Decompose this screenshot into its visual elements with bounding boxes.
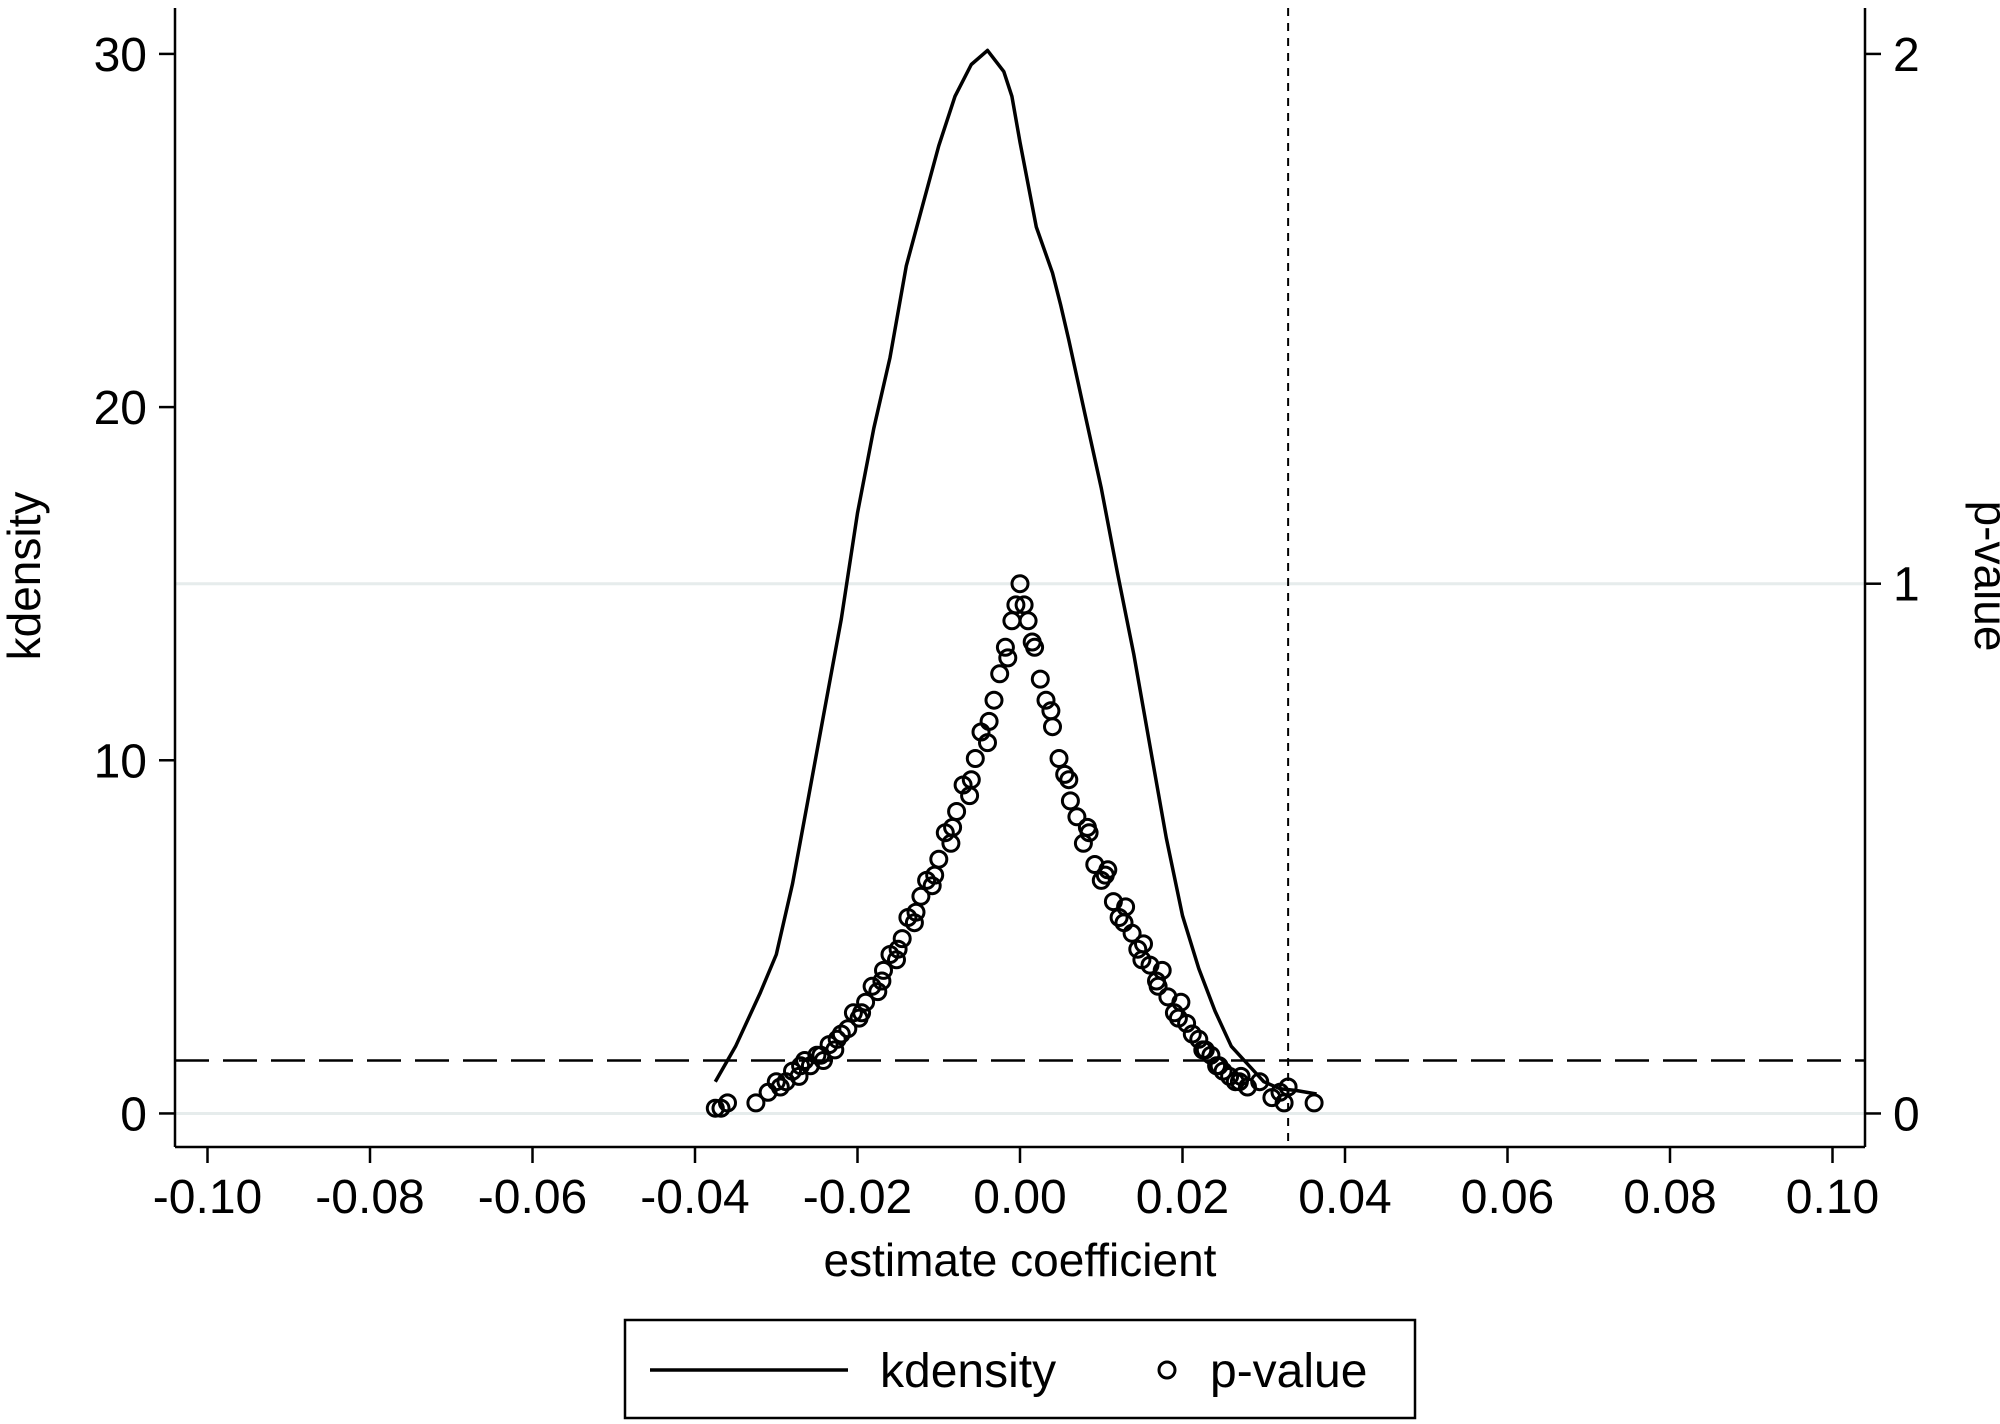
p-value-point <box>1036 690 1056 710</box>
p-value-point <box>838 1019 858 1039</box>
p-value-point <box>1059 770 1079 790</box>
p-value-point <box>984 690 1004 710</box>
p-value-point <box>718 1093 737 1113</box>
p-value-point <box>978 733 997 753</box>
x-tick-label: 0.02 <box>1136 1171 1229 1224</box>
x-tick-label: 0.10 <box>1786 1171 1879 1224</box>
legend-p-value-swatch <box>1157 1360 1177 1380</box>
p-value-point <box>922 876 942 896</box>
p-value-point <box>1132 950 1152 970</box>
p-value-point <box>1022 632 1042 652</box>
p-value-point <box>852 1003 872 1023</box>
y-left-tick-label: 10 <box>94 735 147 788</box>
p-value-point <box>1049 749 1069 768</box>
p-value-point <box>1148 976 1168 996</box>
kdensity-series <box>713 48 1317 1096</box>
p-value-point <box>746 1093 766 1113</box>
p-value-point <box>906 902 926 922</box>
p-value-point <box>827 1029 847 1049</box>
x-tick-label: -0.02 <box>803 1171 912 1224</box>
p-value-point <box>1041 701 1061 721</box>
p-value-point <box>874 960 893 980</box>
p-value-point <box>979 711 999 731</box>
p-value-point <box>1010 574 1030 594</box>
p-value-point <box>843 1003 863 1023</box>
p-value-point <box>961 770 981 790</box>
x-tick-label: 0.04 <box>1298 1171 1391 1224</box>
p-value-point <box>811 1045 831 1065</box>
p-value-point <box>789 1066 809 1086</box>
p-value-point <box>791 1056 811 1076</box>
p-value-point <box>1095 865 1115 885</box>
p-value-series <box>705 574 1324 1118</box>
p-value-point <box>892 929 912 949</box>
p-value-point <box>856 992 876 1012</box>
y-left-tick-label: 20 <box>94 382 147 435</box>
legend-p-value-label: p-value <box>1210 1345 1367 1398</box>
y-axis-right-title: p-value <box>1965 501 2000 652</box>
x-tick-label: 0.08 <box>1623 1171 1716 1224</box>
p-value-point <box>1114 913 1134 933</box>
y-left-tick-label: 30 <box>94 29 147 82</box>
p-value-point <box>1030 669 1050 689</box>
x-tick-label: 0.00 <box>973 1171 1066 1224</box>
x-axis-title: estimate coefficient <box>824 1234 1217 1286</box>
p-value-point <box>1006 595 1026 615</box>
grid-lines <box>175 582 1865 1115</box>
p-value-point <box>1220 1066 1240 1086</box>
x-tick-label: 0.06 <box>1461 1171 1554 1224</box>
p-value-point <box>904 913 924 933</box>
p-value-point <box>1168 1008 1188 1028</box>
p-value-point <box>1250 1072 1270 1092</box>
y-right-tick-label: 2 <box>1893 29 1920 82</box>
y-axis-left-title: kdensity <box>0 492 50 661</box>
p-value-point <box>1077 817 1097 837</box>
p-value-point <box>998 648 1018 668</box>
p-value-point <box>888 939 908 959</box>
legend-kdensity-label: kdensity <box>880 1345 1056 1398</box>
x-tick-label: -0.10 <box>153 1171 262 1224</box>
p-value-point <box>990 664 1010 684</box>
p-value-point <box>1209 1056 1229 1076</box>
y-right-tick-label: 1 <box>1893 559 1920 612</box>
p-value-point <box>868 982 888 1002</box>
y-left-tick-label: 0 <box>120 1088 147 1141</box>
p-value-point <box>925 865 945 885</box>
p-value-point <box>766 1072 786 1092</box>
p-value-point <box>1278 1077 1298 1097</box>
p-value-point <box>965 749 985 768</box>
p-value-point <box>1128 939 1148 959</box>
reference-lines <box>175 8 1865 1147</box>
y-right-tick-label: 0 <box>1893 1088 1920 1141</box>
p-value-point <box>862 976 882 996</box>
x-tick-label: -0.06 <box>478 1171 587 1224</box>
p-value-point <box>1193 1040 1213 1060</box>
kdensity-line <box>713 48 1317 1096</box>
p-value-point <box>1060 791 1080 811</box>
p-value-point <box>1018 611 1038 631</box>
p-value-point <box>1067 807 1087 827</box>
p-value-point <box>1304 1093 1324 1113</box>
p-value-point <box>995 637 1015 657</box>
y-axis-left: 0 10 20 30 <box>94 29 175 1141</box>
p-value-point <box>887 950 906 970</box>
x-tick-label: -0.08 <box>315 1171 424 1224</box>
p-value-point <box>943 817 963 837</box>
y-axis-right: 0 1 2 <box>1865 29 1920 1141</box>
x-tick-label: -0.04 <box>640 1171 749 1224</box>
p-value-point <box>1229 1072 1249 1092</box>
x-axis: -0.10 -0.08 -0.06 -0.04 -0.02 0.00 0.02 0.04 0.0… <box>153 1147 1879 1224</box>
p-value-point <box>872 971 892 991</box>
legend: kdensity p-value <box>623 1318 1417 1420</box>
